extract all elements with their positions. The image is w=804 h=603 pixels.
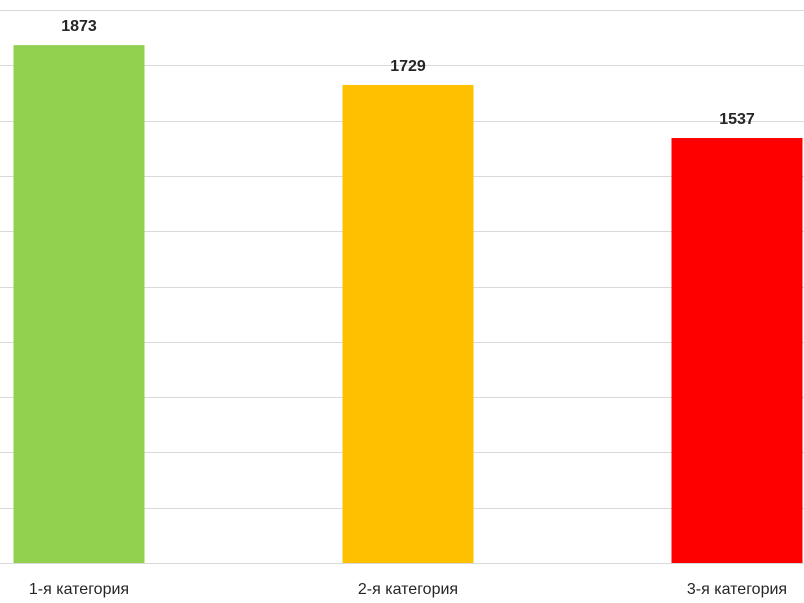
data-label-1: 1873 [61,18,97,35]
category-label-2: 2-я категория [358,581,458,598]
category-label-3: 3-я категория [687,581,787,598]
category-labels: 1-я категория 2-я категория 3-я категория [29,581,787,598]
bar-1 [13,45,145,564]
bar-3 [671,138,803,563]
bars [13,45,803,564]
data-label-3: 1537 [719,111,755,128]
bar-2 [342,84,474,563]
data-label-2: 1729 [390,58,426,75]
data-labels: 1873 1729 1537 [61,18,755,128]
category-label-1: 1-я категория [29,581,129,598]
